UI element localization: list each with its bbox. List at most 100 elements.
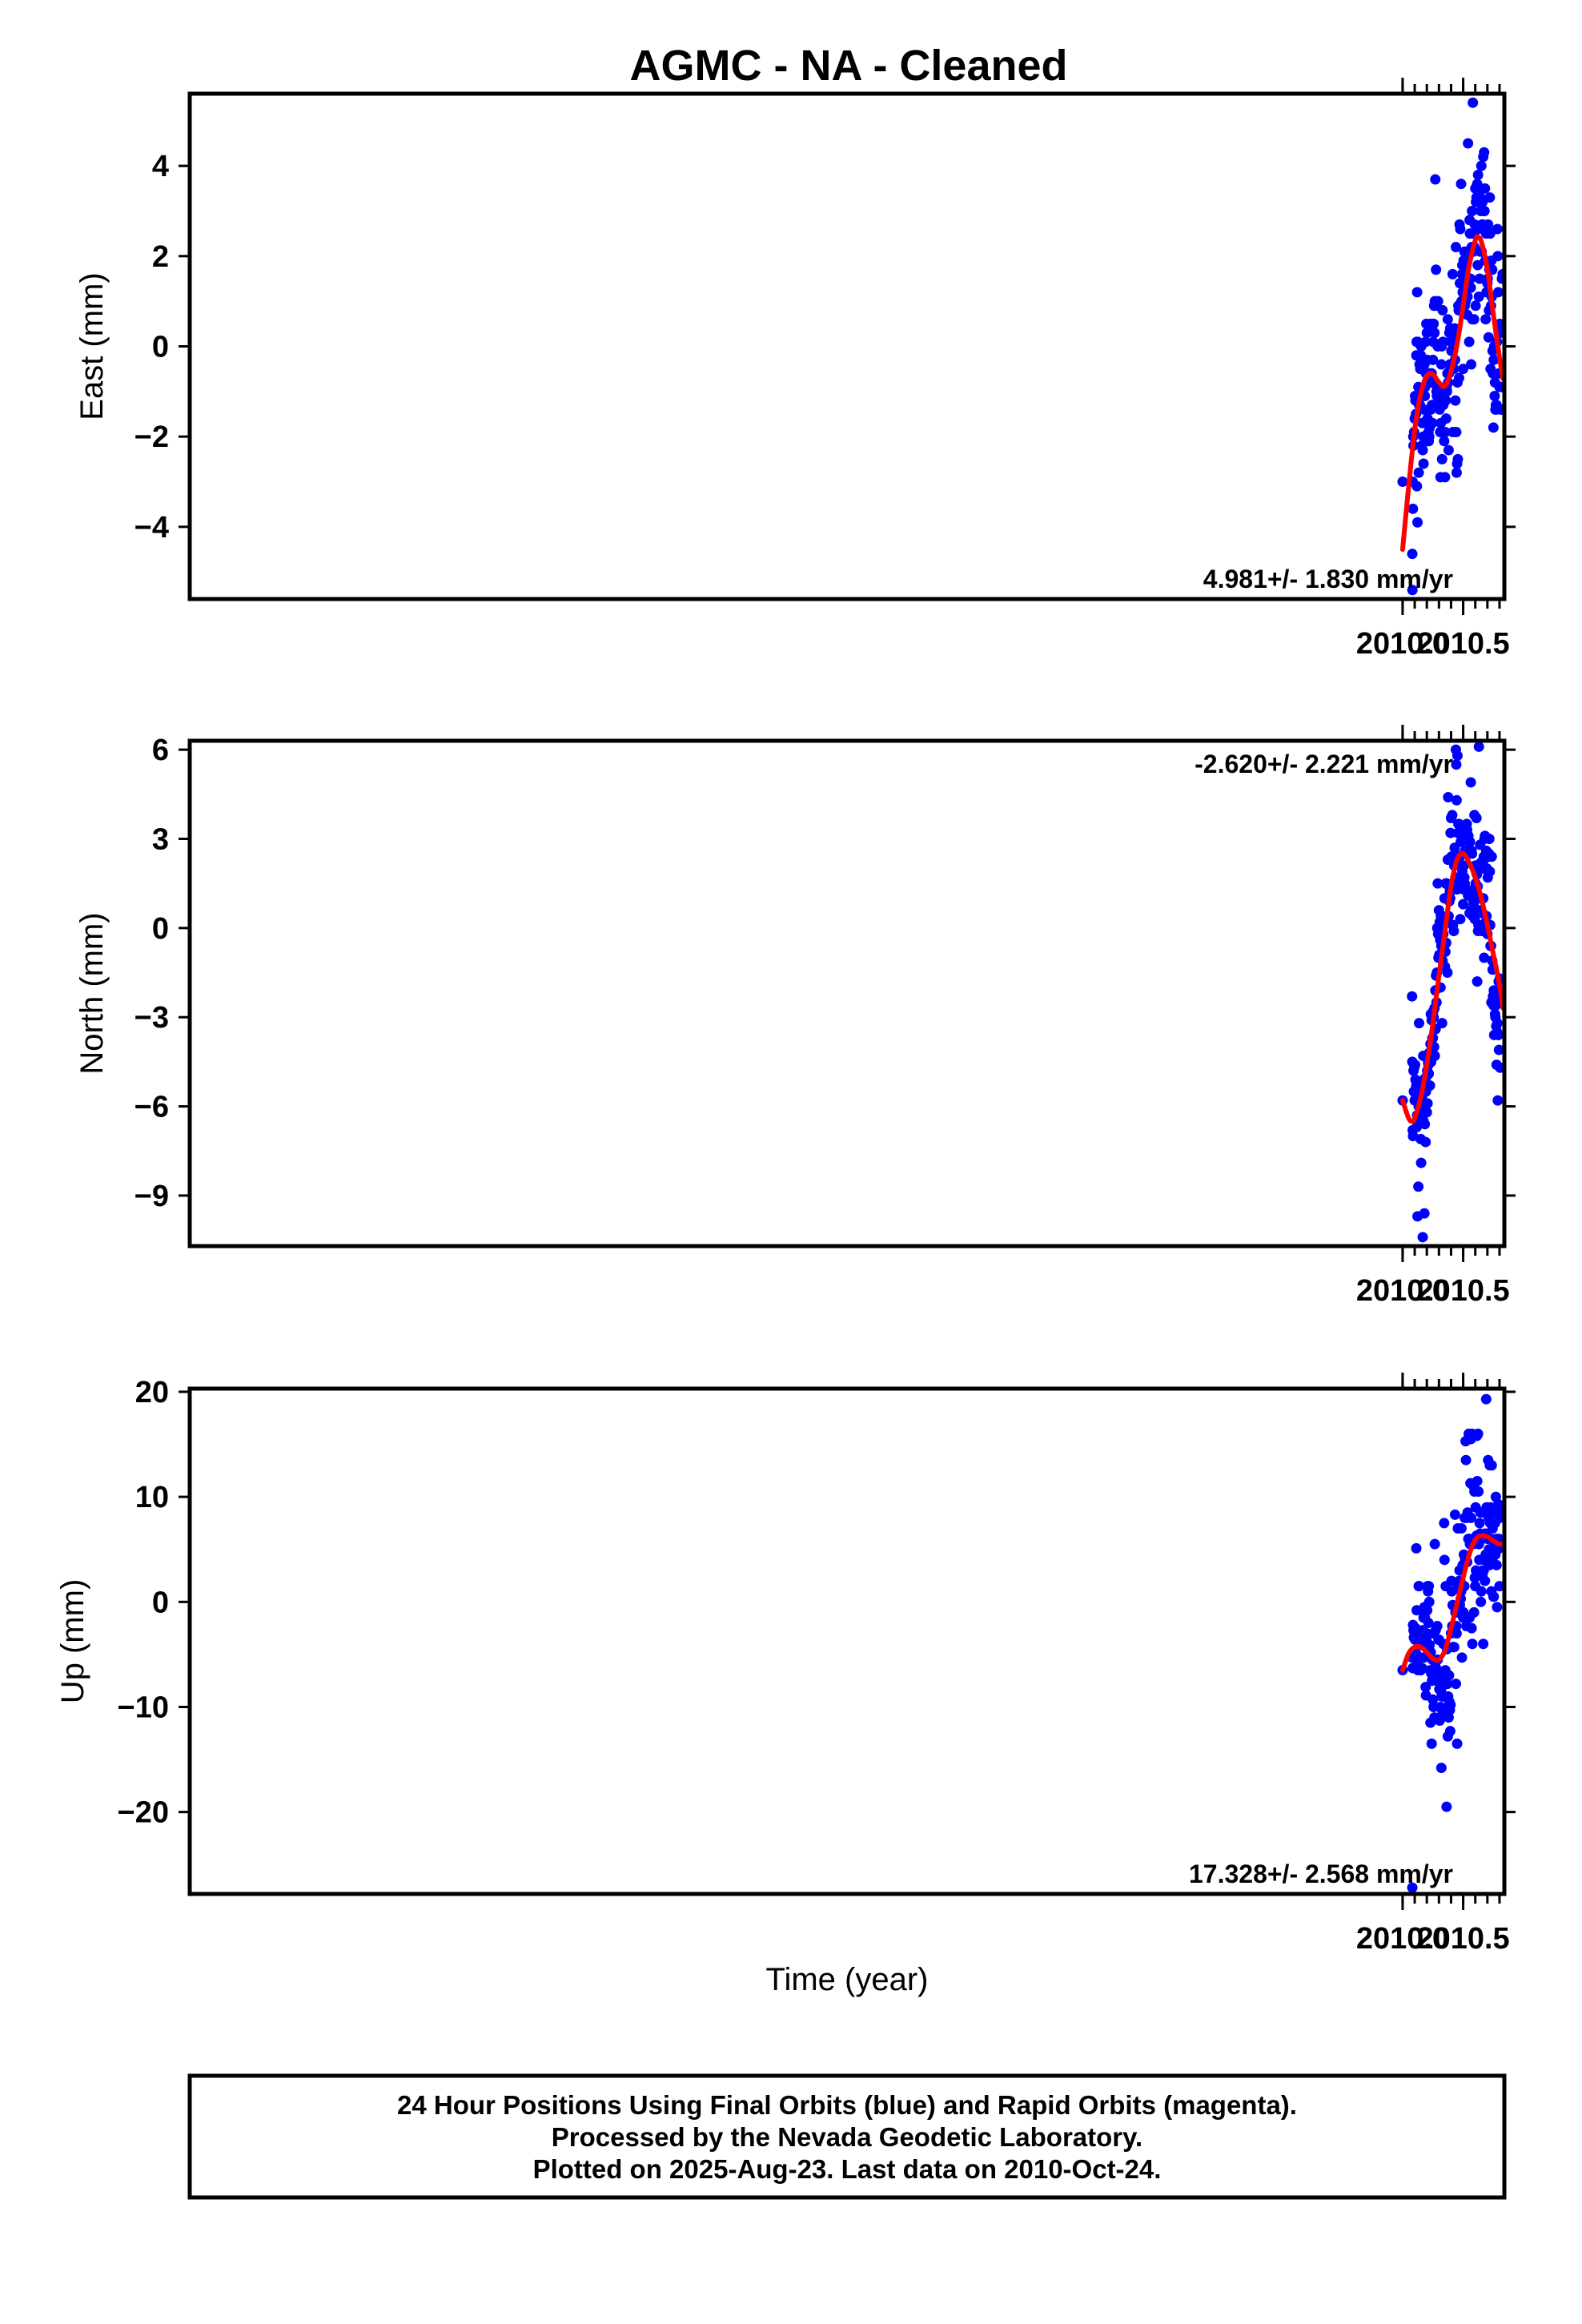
north-x-tick-label: 2010.5	[1416, 1274, 1509, 1308]
east-y-tick-label: 0	[152, 331, 169, 364]
footer-line-1: 24 Hour Positions Using Final Orbits (bl…	[397, 2090, 1297, 2120]
east-data-point	[1451, 427, 1462, 438]
north-data-point	[1495, 1062, 1504, 1073]
up-y-tick-label: −20	[118, 1796, 169, 1830]
east-data-point	[1450, 395, 1461, 406]
east-y-tick-label: 2	[152, 240, 169, 274]
north-data-point	[1417, 1232, 1428, 1243]
up-y-tick-label: −10	[118, 1691, 169, 1724]
up-data-point	[1486, 1460, 1497, 1471]
east-data-point	[1451, 467, 1462, 478]
up-data-point	[1460, 1454, 1472, 1466]
east-data-point	[1437, 336, 1448, 348]
east-data-point	[1480, 183, 1491, 194]
east-data-point	[1464, 336, 1475, 348]
up-data-point	[1443, 1670, 1455, 1681]
up-x-tick-label: 2010.0	[1356, 1922, 1449, 1956]
north-data-point	[1411, 1122, 1422, 1133]
up-data-point	[1480, 1393, 1492, 1405]
east-data-point	[1420, 336, 1431, 348]
north-data-point	[1492, 1018, 1503, 1029]
east-data-point	[1437, 304, 1448, 316]
up-data-point	[1426, 1738, 1437, 1749]
east-data-point	[1474, 273, 1485, 284]
east-data-point	[1466, 359, 1477, 370]
up-data-point	[1414, 1581, 1425, 1592]
up-data-point	[1488, 1591, 1500, 1602]
north-data-point	[1442, 967, 1453, 979]
east-data-point	[1421, 328, 1432, 339]
up-data-point	[1450, 1679, 1461, 1690]
up-rate-label: 17.328+/- 2.568 mm/yr	[1189, 1860, 1453, 1888]
east-data-point	[1483, 219, 1494, 230]
east-data-point	[1418, 458, 1429, 469]
east-data-point	[1470, 300, 1481, 312]
north-data-point	[1445, 827, 1456, 838]
up-data-point	[1451, 1628, 1462, 1639]
east-data-point	[1463, 138, 1474, 149]
east-data-point	[1472, 259, 1484, 271]
east-data-point	[1429, 328, 1440, 339]
east-data-point	[1431, 264, 1442, 275]
north-data-point	[1484, 833, 1495, 844]
up-y-tick-label: 10	[135, 1481, 169, 1514]
east-data-point	[1489, 390, 1500, 401]
up-data-point	[1478, 1638, 1489, 1650]
east-data-point	[1458, 364, 1469, 375]
east-data-point	[1436, 453, 1447, 464]
north-data-point	[1448, 926, 1460, 937]
chart-title: AGMC - NA - Cleaned	[629, 42, 1067, 90]
east-data-point	[1407, 585, 1418, 596]
north-data-point	[1473, 741, 1484, 752]
east-data-point	[1417, 444, 1428, 456]
east-data-point	[1442, 314, 1453, 325]
north-data-point	[1421, 1107, 1432, 1118]
east-data-point	[1467, 205, 1478, 216]
east-data-point	[1483, 332, 1494, 343]
north-data-point	[1424, 1080, 1435, 1092]
north-data-point	[1492, 1029, 1504, 1040]
north-data-point	[1456, 836, 1467, 847]
up-data-point	[1452, 1738, 1463, 1749]
up-data-point	[1473, 1486, 1484, 1498]
east-fit-line	[1399, 234, 1504, 553]
up-data-point	[1494, 1581, 1504, 1592]
north-data-point	[1465, 777, 1476, 788]
up-data-point	[1439, 1554, 1450, 1566]
up-data-point	[1411, 1542, 1422, 1554]
east-data-point	[1492, 251, 1504, 262]
north-points	[1397, 741, 1504, 1243]
up-data-point	[1472, 1475, 1483, 1486]
up-data-point	[1456, 1652, 1468, 1663]
east-data-point	[1479, 205, 1490, 216]
up-data-point	[1472, 1428, 1484, 1439]
east-data-point	[1476, 160, 1487, 171]
up-data-point	[1422, 1605, 1433, 1616]
north-y-tick-label: 6	[152, 734, 169, 767]
east-data-point	[1455, 223, 1466, 235]
east-points	[1397, 97, 1504, 596]
up-plot-frame	[187, 1386, 1507, 1896]
x-axis-label: Time (year)	[766, 1962, 929, 1997]
up-data-point	[1493, 1504, 1504, 1515]
east-y-axis-label: East (mm)	[74, 272, 110, 420]
north-data-point	[1451, 794, 1462, 806]
up-data-point	[1448, 1642, 1460, 1653]
east-data-point	[1439, 436, 1450, 447]
up-data-point	[1439, 1518, 1450, 1529]
footer-line-2: Processed by the Nevada Geodetic Laborat…	[552, 2122, 1142, 2152]
up-data-point	[1431, 1620, 1443, 1631]
up-points	[1397, 1393, 1504, 1893]
east-x-tick-label: 2010.0	[1356, 627, 1449, 661]
north-data-point	[1464, 836, 1476, 847]
north-rate-label: -2.620+/- 2.221 mm/yr	[1195, 750, 1453, 778]
north-data-point	[1467, 848, 1478, 859]
east-data-point	[1488, 354, 1500, 365]
north-fit-line	[1399, 850, 1504, 1124]
east-y-tick-label: 4	[152, 150, 169, 183]
north-data-point	[1484, 866, 1496, 877]
